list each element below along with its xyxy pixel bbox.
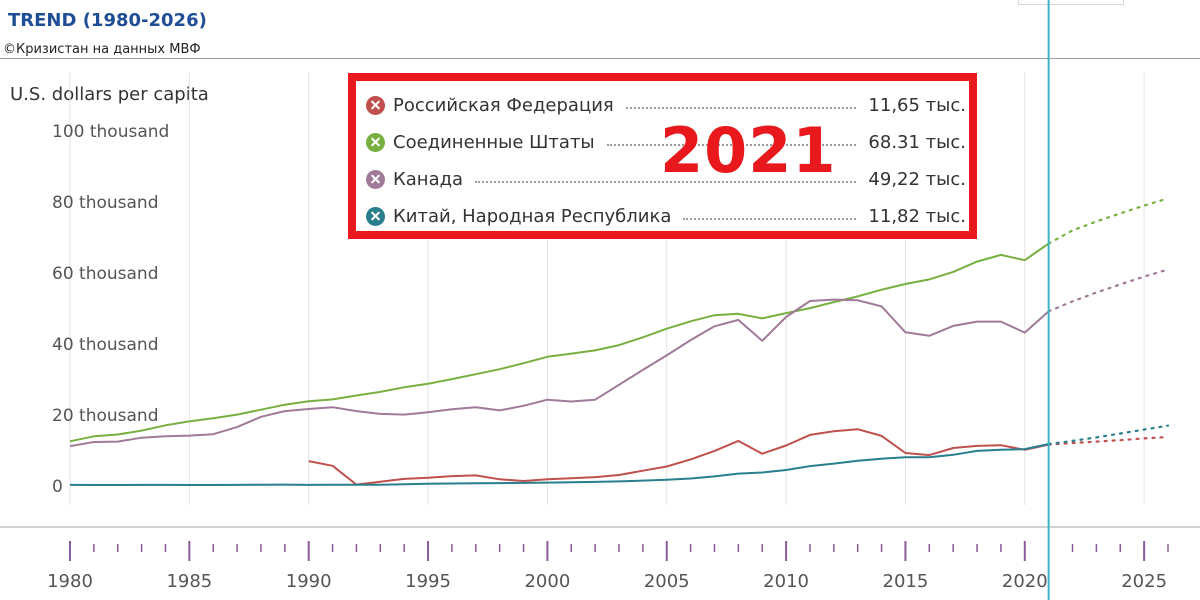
leader-dots (606, 144, 857, 146)
leader-dots (475, 181, 857, 183)
x-tick-label: 2000 (524, 571, 570, 592)
x-tick-label: 2020 (1002, 571, 1048, 592)
legend-value: 11,82 тыс. (868, 205, 966, 227)
series-forecast-line (1047, 268, 1170, 313)
legend-value: 49,22 тыс. (868, 168, 966, 190)
legend-label: Соединенные Штаты (393, 131, 595, 153)
legend-item-usa[interactable]: Соединенные Штаты 68.31 тыс. (366, 127, 966, 157)
series-line (69, 298, 1050, 448)
x-tick-label: 2005 (644, 571, 690, 592)
y-tick-label: 80 thousand (52, 193, 159, 213)
highlight-year-label: 2021 (660, 114, 837, 187)
y-tick-labels: 0 20 thousand 40 thousand 60 thousand 80 tho… (52, 122, 169, 497)
y-tick-label: 0 (52, 477, 63, 497)
x-tick-label: 1990 (286, 571, 332, 592)
legend-value: 11,65 тыс. (868, 94, 966, 116)
legend-item-china[interactable]: Китай, Народная Республика 11,82 тыс. (366, 201, 966, 231)
close-x-icon[interactable] (366, 169, 385, 189)
legend-label: Китай, Народная Республика (393, 205, 672, 227)
x-tick-label: 2025 (1121, 571, 1167, 592)
legend-label: Российская Федерация (393, 94, 614, 116)
y-tick-label: 60 thousand (52, 264, 159, 284)
series-line (308, 428, 1049, 486)
y-tick-label: 100 thousand (52, 122, 169, 142)
header-divider (0, 58, 1200, 59)
legend-item-canada[interactable]: Канада 49,22 тыс. (366, 164, 966, 194)
x-tick-label: 1985 (166, 571, 212, 592)
leader-dots (625, 107, 857, 109)
legend-label: Канада (393, 168, 464, 190)
leader-dots (683, 218, 857, 220)
copyright-note: ©Кризистан на данных МВФ (3, 42, 201, 57)
x-tick-label: 1980 (47, 571, 93, 592)
series-layer (69, 197, 1170, 486)
x-axis: 1980 1985 1990 1995 2000 2005 2010 2015 2020 2025 (0, 526, 1200, 592)
y-tick-label: 20 thousand (52, 406, 159, 426)
series-line (69, 443, 1049, 486)
legend-item-russia[interactable]: Российская Федерация 11,65 тыс. (366, 90, 966, 120)
y-axis-unit-label: U.S. dollars per capita (10, 84, 209, 105)
y-tick-label: 40 thousand (52, 335, 159, 355)
chart-title: TREND (1980-2026) (8, 10, 207, 31)
series-forecast-line (1047, 197, 1170, 245)
series-forecast-line (1047, 424, 1170, 446)
close-x-icon[interactable] (366, 132, 385, 152)
top-tab (1018, 0, 1124, 5)
series-line (69, 242, 1050, 443)
legend-box: Российская Федерация 11,65 тыс. Соединен… (348, 73, 977, 239)
x-tick-label: 2010 (763, 571, 809, 592)
close-x-icon[interactable] (366, 95, 385, 115)
close-x-icon[interactable] (366, 206, 385, 226)
legend-value: 68.31 тыс. (868, 131, 966, 153)
x-tick-label: 1995 (405, 571, 451, 592)
x-tick-label: 2015 (883, 571, 929, 592)
